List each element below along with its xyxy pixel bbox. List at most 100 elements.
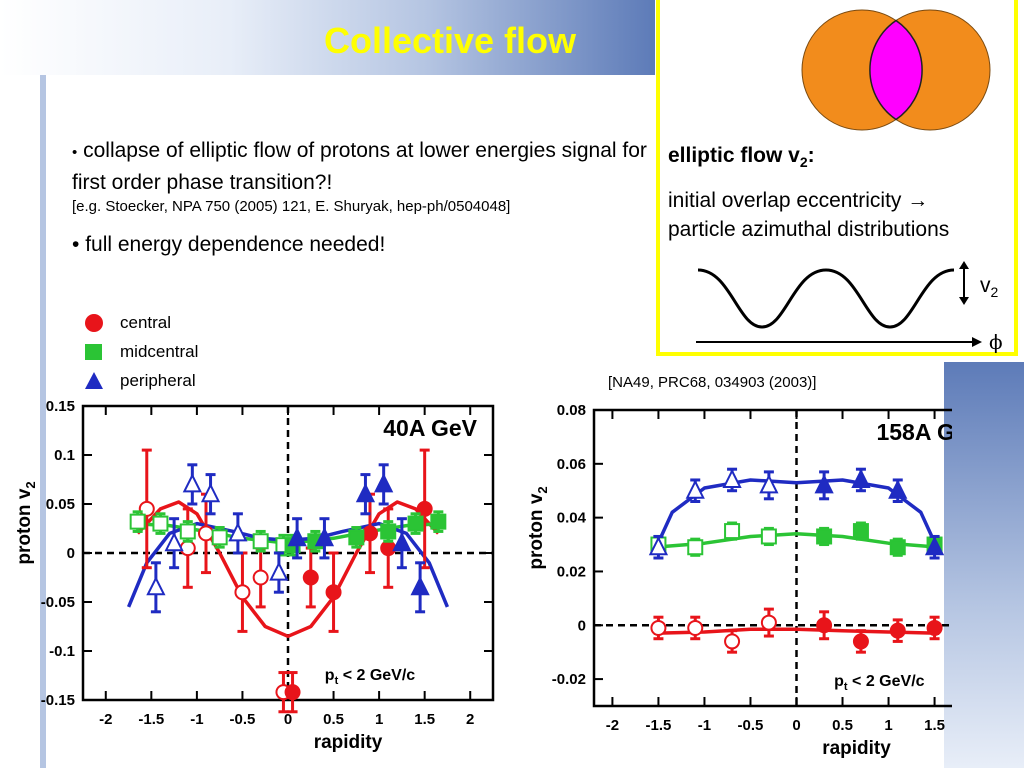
inset-text: initial overlap eccentricity → particle … [668,186,1018,244]
x-tick-label: -1.5 [646,717,672,734]
x-tick-label: 1.5 [924,717,945,734]
bullet-reference: [e.g. Stoecker, NPA 750 (2005) 121, E. S… [72,198,511,215]
x-axis-label: rapidity [314,732,383,753]
v2-label: v2 [980,274,999,300]
plot-frame [592,408,952,708]
y-tick-label: 0.02 [557,563,586,580]
inset-line-1: initial overlap eccentricity → [668,189,929,212]
y-tick-label: 0.08 [557,402,586,419]
data-point-circle [252,569,269,586]
bullet-marker: • [72,144,78,161]
legend-label: peripheral [120,370,196,390]
inset-line-2: particle azimuthal distributions [668,218,950,241]
legend-item-peripheral: peripheral [84,366,198,395]
circle-series-fit-line [653,627,940,636]
x-tick-label: -2 [606,717,619,734]
azimuthal-wave-diagram: v2 ϕ [696,261,1003,354]
y-tick-label: -0.1 [49,643,75,660]
blue-triangle-marker-icon [85,371,103,389]
y-tick-label: -0.15 [41,692,75,709]
chart-40agev: -2 -1.5 -1 -0.5 0 0.5 1 1.5 2 -0.15 -0.1 -0.05 0 0.05… [14,398,495,753]
x-tick-label: 0.5 [323,711,344,728]
x-tick-label: 1 [375,711,383,728]
data-point-triangle [759,474,779,494]
bullet-marker: • [72,233,80,256]
data-point-triangle [685,479,705,499]
data-point-square [852,523,869,540]
data-point-square [211,529,228,546]
left-accent-line [40,75,46,768]
slide-title: Collective flow [323,20,577,61]
data-point-circle [416,500,433,517]
cosine-wave [697,268,955,329]
data-point-triangle [374,473,394,493]
overlap-disks-icon [801,9,991,131]
data-point-circle [138,500,155,517]
inset-title-sub: 2 [799,154,808,171]
data-point-circle [650,619,667,636]
data-point-square [760,528,777,545]
data-point-circle [687,619,704,636]
data-point-triangle [888,479,908,499]
data-point-square [407,515,424,532]
data-point-triangle [164,531,184,552]
data-point-square [252,533,269,550]
pt-cut-annotation: pt < 2 GeV/c [834,673,924,693]
x-tick-label: -1 [698,717,711,734]
x-tick-label: 0 [284,711,292,728]
data-point-circle [816,617,833,634]
y-axis-label: proton v2 [526,486,550,569]
citation: [NA49, PRC68, 034903 (2003)] [608,374,817,391]
data-point-triangle [924,536,945,556]
data-point-circle [889,622,906,639]
data-point-square [889,539,906,556]
y-tick-label: 0 [578,617,586,634]
legend: central midcentral peripheral [84,308,198,395]
bullet-text: collapse of elliptic flow of protons at … [72,139,647,194]
legend-item-central: central [84,308,198,337]
data-point-circle [302,569,319,586]
data-point-square [380,523,397,540]
data-point-triangle [287,527,307,547]
data-point-triangle [314,527,335,547]
data-point-triangle [200,482,221,503]
x-tick-label: -1 [190,711,203,728]
data-point-square [179,523,196,540]
data-point-triangle [722,468,742,488]
y-axis-label: proton v2 [14,481,38,564]
data-point-circle [852,633,869,650]
pt-cut-annotation: pt < 2 GeV/c [325,667,415,687]
data-point-triangle [410,576,430,596]
chart-158agev: -2-1.5-1-0.500.511.52-0.0200.020.040.060… [526,402,952,759]
y-tick-label: 0.1 [54,447,75,464]
bullet-text: full energy dependence needed! [79,233,386,256]
legend-label: midcentral [120,341,199,361]
data-point-circle [380,540,397,557]
right-accent-bar [944,362,1024,768]
legend-item-midcentral: midcentral [84,337,198,366]
data-point-square [348,529,365,546]
bullet-item-1: • collapse of elliptic flow of protons a… [72,136,652,216]
y-tick-label: 0.05 [46,496,75,513]
data-point-circle [179,540,196,557]
data-point-circle [198,525,214,542]
x-tick-label: 2 [466,711,474,728]
x-tick-label: -2 [99,711,112,728]
header-bar [0,0,655,75]
y-tick-label: -0.05 [41,594,75,611]
x-tick-label: -1.5 [138,711,164,728]
data-point-square [152,515,169,532]
data-point-triangle [648,536,669,556]
data-point-square [687,539,704,556]
data-point-circle [362,525,378,542]
data-point-circle [760,614,777,631]
x-tick-label: -0.5 [230,711,256,728]
phi-label: ϕ [989,330,1003,354]
data-point-square [129,513,146,530]
data-point-circle [284,684,301,701]
chart-title: 40A GeV [383,415,477,441]
x-axis-label: rapidity [822,738,891,759]
data-point-square [430,513,447,530]
inset-title: elliptic flow v2: [668,144,815,170]
data-point-triangle [182,473,202,493]
